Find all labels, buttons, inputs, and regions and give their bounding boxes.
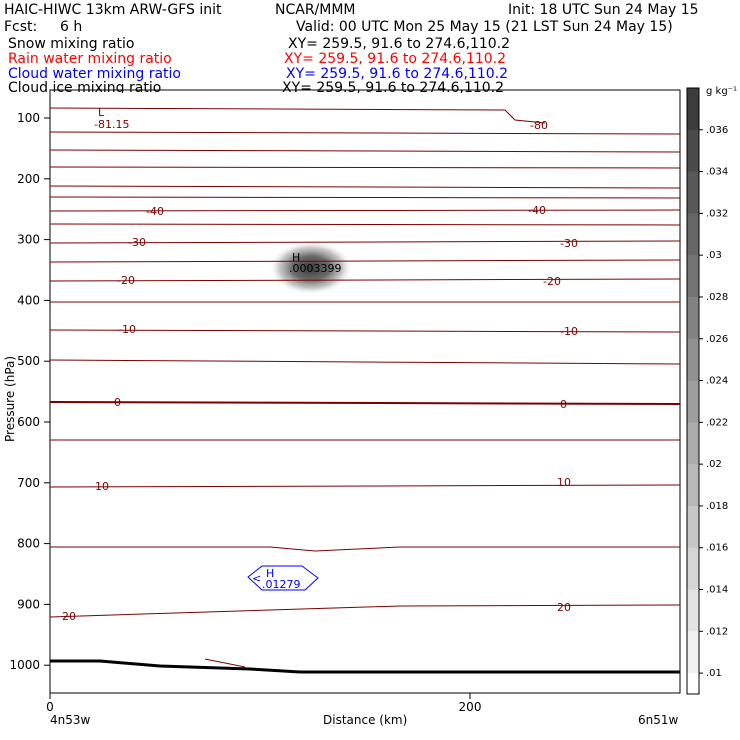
colorbar-tick-label: .03	[706, 250, 722, 261]
contour-label: -10	[118, 323, 136, 336]
contour-label: -10	[560, 325, 578, 338]
y-tick-label: 300	[17, 233, 40, 247]
contour-label: -81.15	[94, 118, 129, 131]
colorbar-tick-label: .028	[706, 292, 728, 303]
colorbar-tick-label: .034	[706, 167, 728, 178]
x-tick-label: 200	[459, 700, 482, 714]
field-label-cloud-water: Cloud water mixing ratio	[8, 66, 181, 82]
x-end-location: 6n51w	[638, 713, 679, 727]
plot-frame	[49, 89, 681, 694]
contour-label: 10	[95, 480, 109, 493]
title-left: HAIC-HIWC 13km ARW-GFS init	[4, 2, 222, 18]
contour-label: -30	[560, 237, 578, 250]
cloud-ice-maximum	[269, 241, 353, 295]
contour-label: 10	[557, 476, 571, 489]
contour-label: -20	[543, 275, 561, 288]
y-tick-label: 200	[17, 172, 40, 186]
colorbar-segment	[687, 589, 699, 632]
colorbar-tick-label: .026	[706, 334, 728, 345]
colorbar-segment	[687, 505, 699, 549]
colorbar-segment	[687, 464, 699, 507]
colorbar-segment	[687, 129, 699, 173]
contour-label: -20	[117, 274, 135, 287]
field-xy-rain: XY= 259.5, 91.6 to 274.6,110.2	[284, 51, 507, 67]
colorbar-segment	[687, 88, 699, 131]
colorbar-tick-label: .022	[706, 417, 728, 428]
colorbar-segment	[687, 171, 699, 214]
colorbar-tick-label: .036	[706, 125, 728, 136]
colorbar-segment	[687, 380, 699, 423]
colorbar-tick-label: .032	[706, 208, 728, 219]
y-axis-label: Pressure (hPa)	[3, 356, 17, 442]
valid-time: Valid: 00 UTC Mon 25 May 15 (21 LST Sun …	[296, 19, 673, 35]
field-label-rain: Rain water mixing ratio	[8, 51, 172, 67]
colorbar-unit: g kg⁻¹	[706, 86, 737, 97]
high-value-cloud-ice: .0003399	[289, 262, 342, 275]
temperature-contours	[49, 107, 681, 668]
colorbar-frame	[686, 87, 700, 695]
contour-label: -40	[528, 204, 546, 217]
high-marker-cloud-water: H	[266, 567, 274, 580]
high-value-cloud-water: .01279	[262, 578, 301, 591]
y-tick-label: 800	[17, 537, 40, 551]
high-marker-cloud-ice: H	[292, 251, 300, 264]
y-tick-label: 600	[17, 415, 40, 429]
contour-label: 20	[557, 601, 571, 614]
x-axis: 0 200	[46, 693, 481, 714]
contour-label: -80	[530, 119, 548, 132]
cloud-water-arrow-glyph: <	[252, 572, 261, 585]
contour-label: 0	[560, 398, 567, 411]
y-tick-label: 400	[17, 293, 40, 307]
contour-label: -40	[146, 205, 164, 218]
y-tick-label: 1000	[9, 658, 40, 672]
terrain-surface	[50, 659, 680, 674]
field-label-snow: Snow mixing ratio	[8, 36, 135, 52]
colorbar-tick-label: .014	[706, 585, 728, 596]
colorbar-tick-label: .018	[706, 501, 728, 512]
colorbar-tick-label: .02	[706, 459, 722, 470]
x-axis-label: Distance (km)	[323, 713, 407, 727]
colorbar-tick-label: .01	[706, 668, 722, 679]
contour-label: -30	[128, 236, 146, 249]
colorbar-segment	[687, 255, 699, 298]
init-time: Init: 18 UTC Sun 24 May 15	[508, 2, 699, 18]
contour-label: 0	[114, 396, 121, 409]
y-tick-label: 100	[17, 111, 40, 125]
field-xy-cloud-water: XY= 259.5, 91.6 to 274.6,110.2	[286, 66, 509, 82]
low-marker: L	[98, 106, 105, 119]
fcst-value: 6 h	[60, 19, 83, 35]
field-xy-snow: XY= 259.5, 91.6 to 274.6,110.2	[288, 36, 511, 52]
contour-label: 20	[62, 610, 76, 623]
colorbar-segment	[687, 296, 699, 340]
org-label: NCAR/MMM	[275, 2, 356, 18]
colorbar-tick-label: .016	[706, 543, 728, 554]
cloud-water-contour	[247, 565, 319, 591]
extrema-labels: L H .0003399 < H .01279	[98, 106, 342, 591]
x-start-location: 4n53w	[50, 713, 91, 727]
y-tick-label: 900	[17, 597, 40, 611]
colorbar-tick-label: .012	[706, 626, 728, 637]
y-tick-label: 500	[17, 354, 40, 368]
colorbar-segment	[687, 422, 699, 465]
x-tick-label: 0	[46, 700, 54, 714]
contour-labels: -81.15 -80 -40 -40 -30 -30 -20 -20 -10 -…	[62, 118, 578, 623]
y-axis: 100 200 300 400 500 600 700 800 900 1000	[9, 111, 50, 672]
colorbar-segment	[687, 547, 699, 591]
colorbar-segment	[687, 631, 699, 674]
fcst-label: Fcst:	[4, 19, 38, 35]
y-tick-label: 700	[17, 476, 40, 490]
colorbar: .036 .034 .032 .03 .028 .026 .024 .022 .02 .018 .0…	[686, 87, 728, 716]
colorbar-segment	[687, 213, 699, 256]
colorbar-segment	[687, 338, 699, 382]
colorbar-tick-label: .024	[706, 376, 728, 387]
